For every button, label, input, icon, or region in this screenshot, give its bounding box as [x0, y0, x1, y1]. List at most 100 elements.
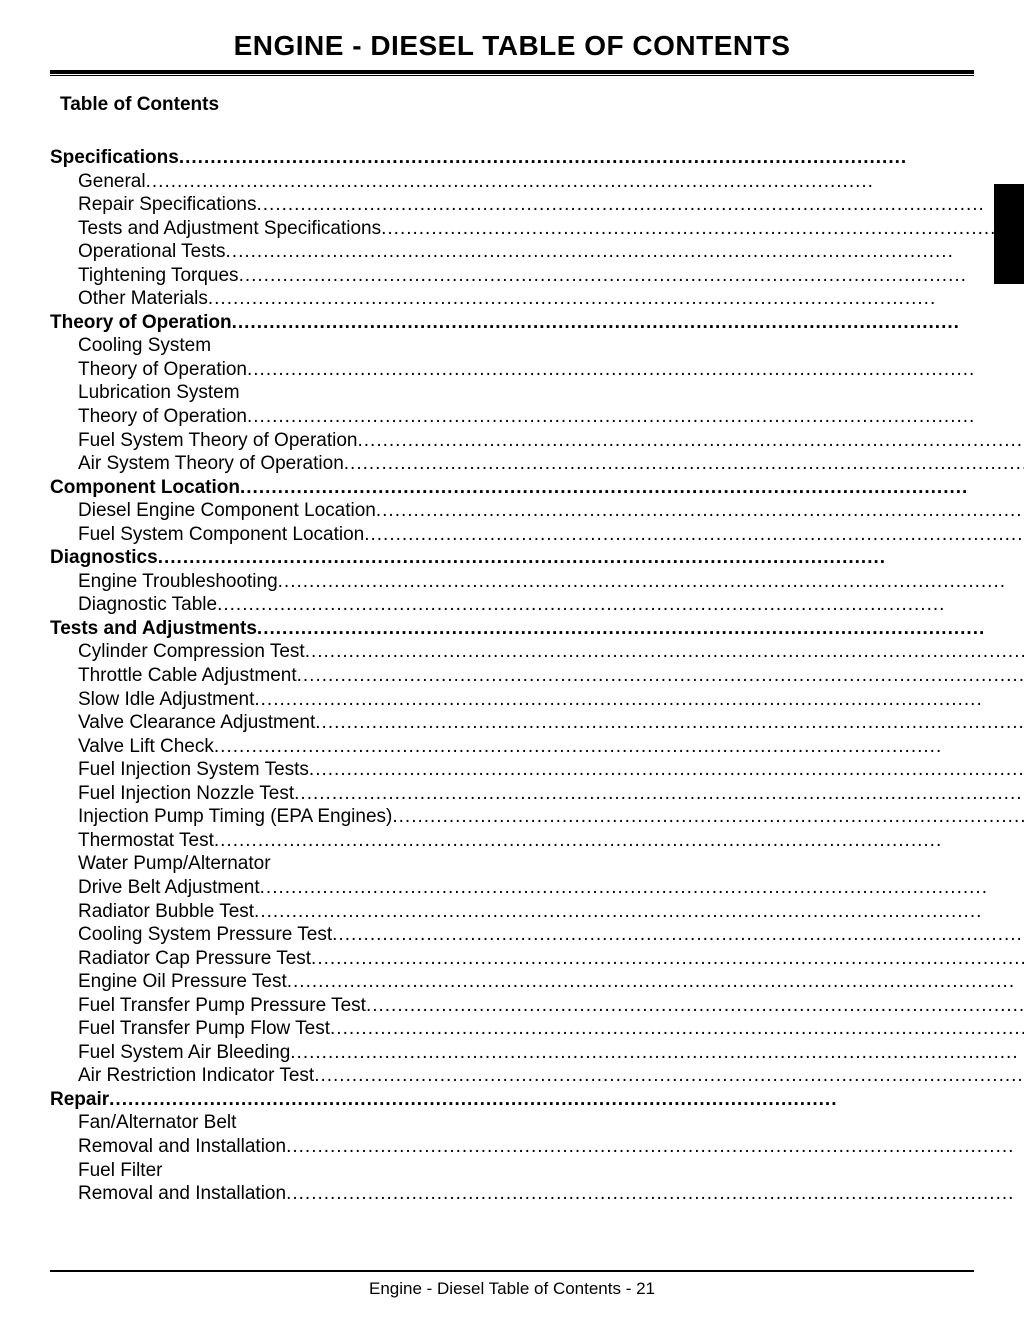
toc-entry: Water Pump/Alternator	[50, 852, 1024, 876]
toc-leader-dots	[109, 1088, 1024, 1112]
toc-entry: Tests and Adjustments45	[50, 617, 1024, 641]
toc-leader-dots	[376, 499, 1024, 523]
toc-entry: Tests and Adjustment Specifications28	[50, 217, 1024, 241]
toc-leader-dots	[254, 900, 1024, 924]
toc-entry-label: Diagnostic Table	[78, 593, 217, 617]
toc-entry-label: Tightening Torques	[78, 264, 239, 288]
toc-leader-dots	[287, 970, 1024, 994]
toc-entry-label: Fuel Injection System Tests	[78, 758, 309, 782]
toc-leader-dots	[315, 711, 1024, 735]
toc-entry: Theory of Operation31	[50, 311, 1024, 335]
toc-entry: Cooling System Pressure Test53	[50, 923, 1024, 947]
toc-entry-label: Thermostat Test	[78, 829, 214, 853]
toc-entry: Slow Idle Adjustment46	[50, 688, 1024, 712]
toc-entry: Engine Oil Pressure Test54	[50, 970, 1024, 994]
toc-entry-label: Fan/Alternator Belt	[78, 1111, 236, 1135]
toc-entry-label: Engine Troubleshooting	[78, 570, 278, 594]
toc-entry-label: Radiator Bubble Test	[78, 900, 254, 924]
toc-entry: Diagnostics37	[50, 546, 1024, 570]
toc-entry-label: General	[78, 170, 146, 194]
toc-entry-label: Throttle Cable Adjustment	[78, 664, 297, 688]
toc-entry-label: Theory of Operation	[78, 358, 247, 382]
toc-entry: Radiator Bubble Test52	[50, 900, 1024, 924]
toc-entry: Fuel Injection System Tests48	[50, 758, 1024, 782]
toc-entry-label: Component Location	[50, 476, 240, 500]
toc-leader-dots	[366, 994, 1024, 1018]
toc-entry-label: Radiator Cap Pressure Test	[78, 947, 311, 971]
toc-entry-label: Engine Oil Pressure Test	[78, 970, 287, 994]
toc-leader-dots	[290, 1041, 1024, 1065]
toc-entry: Diesel Engine Component Location35	[50, 499, 1024, 523]
toc-entry-label: Diesel Engine Component Location	[78, 499, 376, 523]
toc-entry-label: Fuel Transfer Pump Pressure Test	[78, 994, 366, 1018]
toc-entry-label: Other Materials	[78, 287, 208, 311]
toc-leader-dots	[214, 735, 1024, 759]
toc-entry: Fuel Transfer Pump Pressure Test54	[50, 994, 1024, 1018]
toc-entry: Drive Belt Adjustment52	[50, 876, 1024, 900]
toc-entry-label: Valve Clearance Adjustment	[78, 711, 315, 735]
toc-leader-dots	[179, 146, 1024, 170]
toc-entry-label: Fuel System Air Bleeding	[78, 1041, 290, 1065]
toc-leader-dots	[247, 405, 1024, 429]
toc-entry: Tightening Torques29	[50, 264, 1024, 288]
toc-entry: Radiator Cap Pressure Test53	[50, 947, 1024, 971]
toc-leader-dots	[239, 264, 1024, 288]
toc-entry: Operational Tests29	[50, 240, 1024, 264]
toc-columns: Specifications23General23Repair Specific…	[50, 146, 974, 1253]
toc-leader-dots	[247, 358, 1024, 382]
toc-entry-label: Fuel Filter	[78, 1159, 162, 1183]
toc-entry: Air Restriction Indicator Test56	[50, 1064, 1024, 1088]
toc-entry-label: Air System Theory of Operation	[78, 452, 344, 476]
toc-leader-dots	[256, 193, 1024, 217]
toc-entry: Thermostat Test51	[50, 829, 1024, 853]
toc-leader-dots	[297, 664, 1024, 688]
toc-entry: Cooling System	[50, 334, 1024, 358]
toc-entry-label: Operational Tests	[78, 240, 226, 264]
toc-entry: Repair58	[50, 1088, 1024, 1112]
toc-entry-label: Lubrication System	[78, 381, 240, 405]
toc-entry-label: Tests and Adjustments	[50, 617, 257, 641]
toc-leader-dots	[214, 829, 1024, 853]
toc-entry-label: Cooling System	[78, 334, 211, 358]
toc-entry: Specifications23	[50, 146, 1024, 170]
toc-entry: Repair Specifications23	[50, 193, 1024, 217]
toc-leader-dots	[330, 1017, 1024, 1041]
toc-entry: Fuel Injection Nozzle Test49	[50, 782, 1024, 806]
toc-entry: Fuel System Theory of Operation33	[50, 429, 1024, 453]
toc-leader-dots	[305, 640, 1024, 664]
toc-entry: Fan/Alternator Belt	[50, 1111, 1024, 1135]
toc-entry-label: Theory of Operation	[78, 405, 247, 429]
toc-entry: Valve Lift Check48	[50, 735, 1024, 759]
toc-entry-label: Tests and Adjustment Specifications	[78, 217, 381, 241]
toc-entry-label: Water Pump/Alternator	[78, 852, 271, 876]
toc-entry: Engine Troubleshooting37	[50, 570, 1024, 594]
bottom-rule	[50, 1270, 974, 1272]
toc-heading: Table of Contents	[60, 94, 974, 116]
toc-entry: Fuel Transfer Pump Flow Test55	[50, 1017, 1024, 1041]
toc-entry-label: Drive Belt Adjustment	[78, 876, 260, 900]
toc-entry-label: Repair	[50, 1088, 109, 1112]
toc-entry: Diagnostic Table43	[50, 593, 1024, 617]
toc-entry-label: Fuel System Component Location	[78, 523, 364, 547]
toc-entry-label: Valve Lift Check	[78, 735, 214, 759]
toc-entry-label: Theory of Operation	[50, 311, 232, 335]
toc-column-left: Specifications23General23Repair Specific…	[50, 146, 1024, 1253]
toc-leader-dots	[314, 1064, 1024, 1088]
toc-leader-dots	[381, 217, 1024, 241]
toc-leader-dots	[344, 452, 1024, 476]
toc-entry-label: Fuel System Theory of Operation	[78, 429, 358, 453]
toc-entry-label: Repair Specifications	[78, 193, 256, 217]
toc-leader-dots	[392, 805, 1024, 829]
toc-entry-label: Removal and Installation	[78, 1182, 286, 1206]
toc-leader-dots	[309, 758, 1024, 782]
toc-entry: General23	[50, 170, 1024, 194]
toc-entry: Removal and Installation58	[50, 1135, 1024, 1159]
toc-entry: Cylinder Compression Test45	[50, 640, 1024, 664]
toc-entry-label: Slow Idle Adjustment	[78, 688, 254, 712]
toc-leader-dots	[294, 782, 1024, 806]
toc-leader-dots	[217, 593, 1024, 617]
toc-entry-label: Fuel Transfer Pump Flow Test	[78, 1017, 330, 1041]
toc-entry: Fuel Filter	[50, 1159, 1024, 1183]
toc-leader-dots	[364, 523, 1024, 547]
page-title: ENGINE - DIESEL TABLE OF CONTENTS	[50, 30, 974, 62]
